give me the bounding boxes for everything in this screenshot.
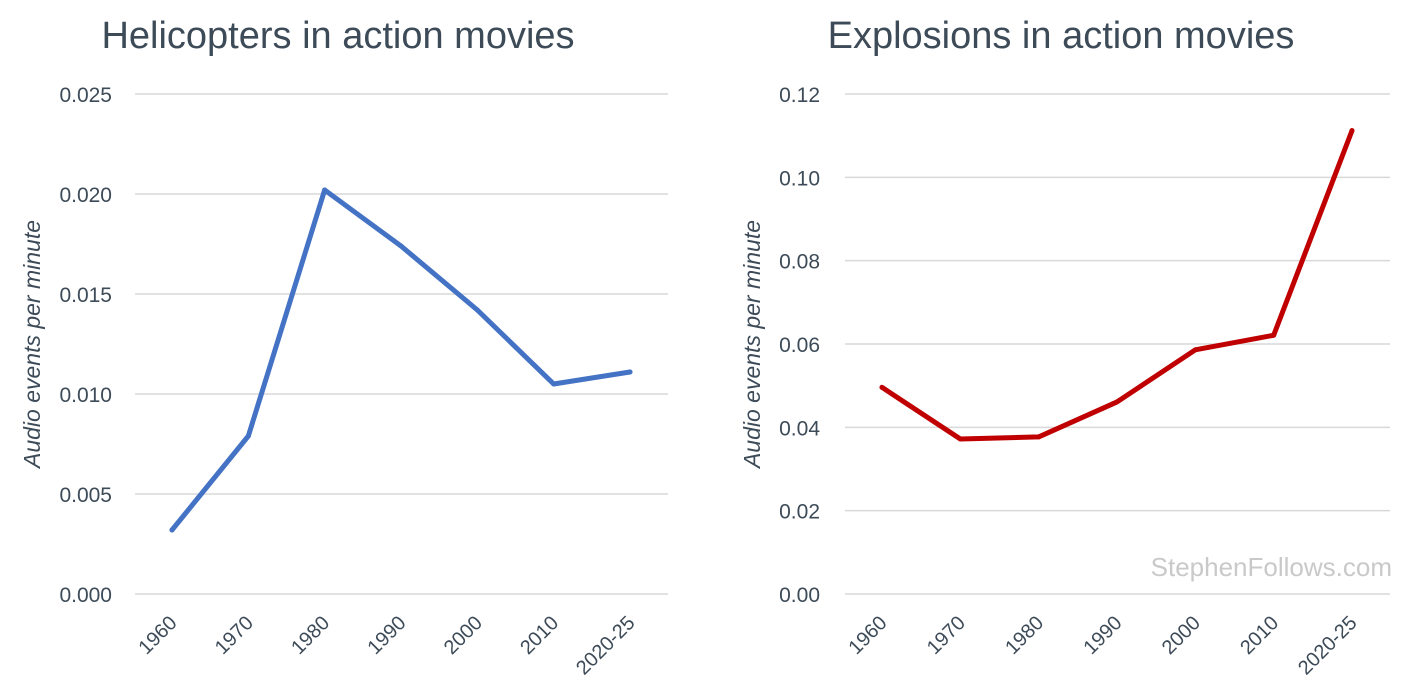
- y-tick-label: 0.06: [779, 334, 820, 357]
- x-tick-label: 1970: [211, 612, 258, 659]
- x-tick-label: 1980: [287, 612, 334, 659]
- y-tick-label: 0.10: [779, 167, 820, 190]
- y-tick-label: 0.025: [59, 84, 112, 107]
- data-point: [1349, 128, 1355, 134]
- watermark: StephenFollows.com: [1150, 552, 1392, 582]
- x-tick-label: 2010: [1236, 612, 1283, 659]
- x-tick-label: 1970: [923, 612, 970, 659]
- x-tick-label: 1980: [1001, 612, 1048, 659]
- y-tick-label: 0.020: [59, 184, 112, 207]
- x-tick-label: 2000: [1158, 612, 1205, 659]
- x-tick-label: 2000: [440, 612, 487, 659]
- y-tick-label: 0.005: [59, 484, 112, 507]
- data-point: [551, 381, 557, 387]
- x-tick-label: 2020-25: [572, 612, 639, 679]
- data-point: [1036, 434, 1042, 440]
- y-tick-label: 0.04: [779, 417, 820, 440]
- x-tick-label: 2010: [516, 612, 563, 659]
- y-tick-label: 0.02: [779, 501, 820, 524]
- data-point: [322, 187, 328, 193]
- y-axis-label: Audio events per minute: [739, 220, 765, 470]
- data-point: [169, 527, 175, 533]
- x-tick-label: 1990: [1080, 612, 1127, 659]
- y-tick-label: 0.00: [779, 584, 820, 607]
- chart-title: Helicopters in action movies: [101, 15, 574, 57]
- data-point: [627, 369, 633, 375]
- chart-1: Helicopters in action movies Audio events…: [19, 15, 668, 679]
- chart-title: Explosions in action movies: [828, 15, 1295, 57]
- data-point: [398, 243, 404, 249]
- y-tick-label: 0.12: [779, 84, 820, 107]
- data-point: [1114, 399, 1120, 405]
- y-tick-label: 0.015: [59, 284, 112, 307]
- data-point: [957, 436, 963, 442]
- x-tick-label: 1960: [135, 612, 182, 659]
- data-point: [879, 384, 885, 390]
- x-tick-label: 1990: [364, 612, 411, 659]
- series-line: [169, 187, 633, 533]
- y-tick-label: 0.08: [779, 251, 820, 274]
- data-point: [1271, 332, 1277, 338]
- x-tick-label: 1960: [845, 612, 892, 659]
- data-point: [1192, 347, 1198, 353]
- data-point: [245, 433, 251, 439]
- data-point: [474, 307, 480, 313]
- y-axis-label: Audio events per minute: [19, 220, 45, 470]
- y-tick-label: 0.010: [59, 384, 112, 407]
- y-tick-label: 0.000: [59, 584, 112, 607]
- x-tick-label: 2020-25: [1294, 612, 1361, 679]
